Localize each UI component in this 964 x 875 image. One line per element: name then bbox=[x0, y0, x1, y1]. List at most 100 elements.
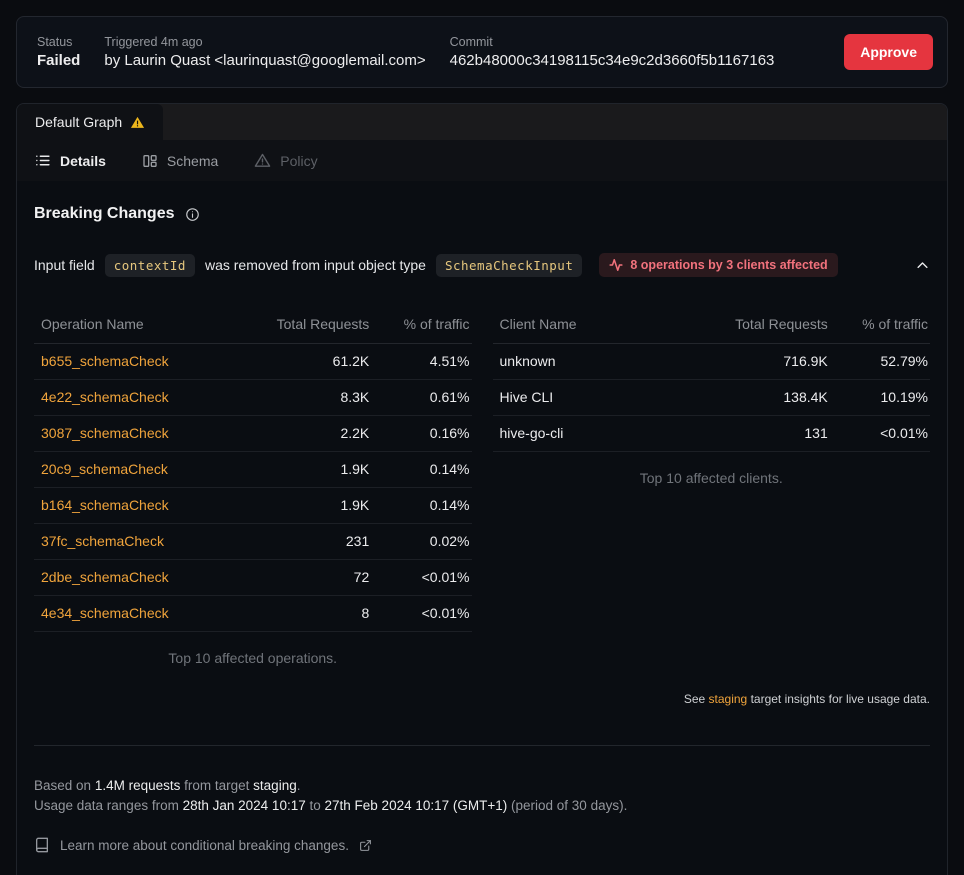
table-row: 20c9_schemaCheck 1.9K 0.14% bbox=[34, 451, 472, 488]
clients-header-requests: Total Requests bbox=[698, 306, 834, 344]
breaking-change-row[interactable]: Input field contextId was removed from i… bbox=[34, 253, 930, 277]
triggered-label: Triggered 4m ago bbox=[104, 35, 203, 49]
commit-hash: 462b48000c34198115c34e9c2d3660f5b1167163 bbox=[449, 52, 775, 69]
traffic-cell: <0.01% bbox=[375, 595, 472, 632]
change-middle: was removed from input object type bbox=[204, 257, 426, 273]
operation-cell: 2dbe_schemaCheck bbox=[34, 559, 240, 596]
client-name-cell: Hive CLI bbox=[492, 379, 699, 416]
date-from: 28th Jan 2024 10:17 bbox=[182, 798, 306, 813]
see-staging-line: See staging target insights for live usa… bbox=[34, 692, 930, 706]
clients-column: Client Name Total Requests % of traffic … bbox=[492, 306, 930, 666]
warning-icon bbox=[254, 152, 271, 169]
to-word: to bbox=[309, 798, 321, 813]
operation-link[interactable]: 20c9_schemaCheck bbox=[41, 461, 168, 477]
operations-header-requests: Total Requests bbox=[239, 306, 376, 344]
staging-target-link[interactable]: staging bbox=[708, 692, 748, 706]
see-prefix: See bbox=[683, 692, 706, 706]
commit-group: Commit 462b48000c34198115c34e9c2d3660f5b… bbox=[450, 35, 775, 69]
target-name: staging bbox=[253, 778, 297, 793]
affected-badge-label: 8 operations by 3 clients affected bbox=[630, 258, 828, 272]
requests-cell: 138.4K bbox=[698, 379, 834, 416]
tab-default-graph[interactable]: Default Graph bbox=[17, 104, 164, 140]
field-code-badge: contextId bbox=[104, 253, 195, 277]
change-prefix: Input field bbox=[34, 257, 95, 273]
table-row: 2dbe_schemaCheck 72 <0.01% bbox=[34, 559, 472, 596]
clients-caption: Top 10 affected clients. bbox=[639, 470, 783, 486]
operation-link[interactable]: b655_schemaCheck bbox=[41, 353, 169, 369]
see-suffix: target insights for live usage data. bbox=[750, 692, 930, 706]
client-name-cell: hive-go-cli bbox=[492, 415, 699, 452]
affected-badge: 8 operations by 3 clients affected bbox=[599, 253, 838, 277]
operations-header-row: Operation Name Total Requests % of traff… bbox=[34, 306, 472, 344]
traffic-cell: 0.61% bbox=[375, 379, 472, 416]
table-row: 37fc_schemaCheck 231 0.02% bbox=[34, 523, 472, 560]
operation-link[interactable]: 4e22_schemaCheck bbox=[41, 389, 169, 405]
operation-link[interactable]: 37fc_schemaCheck bbox=[41, 533, 164, 549]
table-row: b655_schemaCheck 61.2K 4.51% bbox=[34, 343, 472, 380]
learn-more-label: Learn more about conditional breaking ch… bbox=[60, 837, 349, 853]
traffic-cell: 52.79% bbox=[833, 343, 930, 380]
operation-cell: b655_schemaCheck bbox=[34, 343, 240, 380]
traffic-cell: <0.01% bbox=[375, 559, 472, 596]
tab-schema[interactable]: Schema bbox=[142, 153, 218, 169]
operation-link[interactable]: 3087_schemaCheck bbox=[41, 425, 169, 441]
schema-icon bbox=[142, 153, 158, 169]
tab-policy[interactable]: Policy bbox=[254, 152, 318, 169]
type-code-badge: SchemaCheckInput bbox=[435, 253, 583, 277]
requests-cell: 716.9K bbox=[698, 343, 834, 380]
requests-cell: 1.9K bbox=[239, 451, 376, 488]
tab-policy-label: Policy bbox=[280, 152, 318, 169]
operation-link[interactable]: 4e34_schemaCheck bbox=[41, 605, 169, 621]
footer-divider bbox=[34, 745, 930, 746]
triggered-group: Triggered 4m ago by Laurin Quast <laurin… bbox=[104, 35, 425, 69]
commit-label: Commit bbox=[449, 35, 493, 49]
requests-cell: 2.2K bbox=[239, 415, 376, 452]
traffic-cell: 0.16% bbox=[375, 415, 472, 452]
operation-cell: 20c9_schemaCheck bbox=[34, 451, 240, 488]
breaking-changes-title: Breaking Changes bbox=[34, 205, 175, 222]
operations-header-name: Operation Name bbox=[34, 306, 240, 344]
table-row: 4e34_schemaCheck 8 <0.01% bbox=[34, 595, 472, 632]
operation-cell: 3087_schemaCheck bbox=[34, 415, 240, 452]
operation-link[interactable]: 2dbe_schemaCheck bbox=[41, 569, 169, 585]
external-link-icon bbox=[359, 839, 372, 852]
check-detail-panel: Default Graph Details Schema Policy bbox=[16, 103, 948, 875]
operations-caption: Top 10 affected operations. bbox=[168, 650, 338, 666]
usage-tables: Operation Name Total Requests % of traff… bbox=[34, 306, 930, 666]
tab-schema-label: Schema bbox=[166, 152, 219, 169]
operation-link[interactable]: b164_schemaCheck bbox=[41, 497, 169, 513]
approve-button[interactable]: Approve bbox=[844, 34, 933, 70]
details-content: Breaking Changes Input field contextId w… bbox=[17, 181, 947, 875]
triggered-by: by Laurin Quast <laurinquast@googlemail.… bbox=[104, 52, 426, 69]
usage-note: Based on 1.4M requests from target stagi… bbox=[34, 776, 930, 816]
dot: . bbox=[296, 778, 301, 793]
traffic-cell: 10.19% bbox=[833, 379, 930, 416]
operation-cell: b164_schemaCheck bbox=[34, 487, 240, 524]
activity-icon bbox=[609, 258, 623, 272]
traffic-cell: 0.14% bbox=[375, 451, 472, 488]
requests-cell: 131 bbox=[698, 415, 834, 452]
operation-cell: 4e22_schemaCheck bbox=[34, 379, 240, 416]
period-prefix: Usage data ranges from bbox=[34, 798, 179, 813]
requests-cell: 231 bbox=[239, 523, 376, 560]
client-name-cell: unknown bbox=[492, 343, 699, 380]
period-suffix: (period of 30 days). bbox=[511, 798, 628, 813]
from-target: from target bbox=[184, 778, 250, 793]
requests-cell: 8 bbox=[239, 595, 376, 632]
tab-details[interactable]: Details bbox=[34, 152, 106, 169]
based-prefix: Based on bbox=[34, 778, 92, 793]
graph-tab-strip: Default Graph bbox=[17, 104, 947, 140]
table-row: 4e22_schemaCheck 8.3K 0.61% bbox=[34, 379, 472, 416]
operations-header-traffic: % of traffic bbox=[375, 306, 472, 344]
requests-cell: 61.2K bbox=[239, 343, 376, 380]
learn-more-link[interactable]: Learn more about conditional breaking ch… bbox=[34, 837, 372, 853]
clients-header-name: Client Name bbox=[492, 306, 699, 344]
table-row: Hive CLI 138.4K 10.19% bbox=[492, 379, 930, 416]
operations-table: Operation Name Total Requests % of traff… bbox=[34, 306, 472, 632]
collapse-chevron-up-icon[interactable] bbox=[915, 258, 930, 273]
operation-cell: 37fc_schemaCheck bbox=[34, 523, 240, 560]
table-row: unknown 716.9K 52.79% bbox=[492, 343, 930, 380]
status-label: Status bbox=[37, 35, 73, 49]
operations-column: Operation Name Total Requests % of traff… bbox=[34, 306, 472, 666]
info-icon[interactable] bbox=[185, 207, 200, 222]
